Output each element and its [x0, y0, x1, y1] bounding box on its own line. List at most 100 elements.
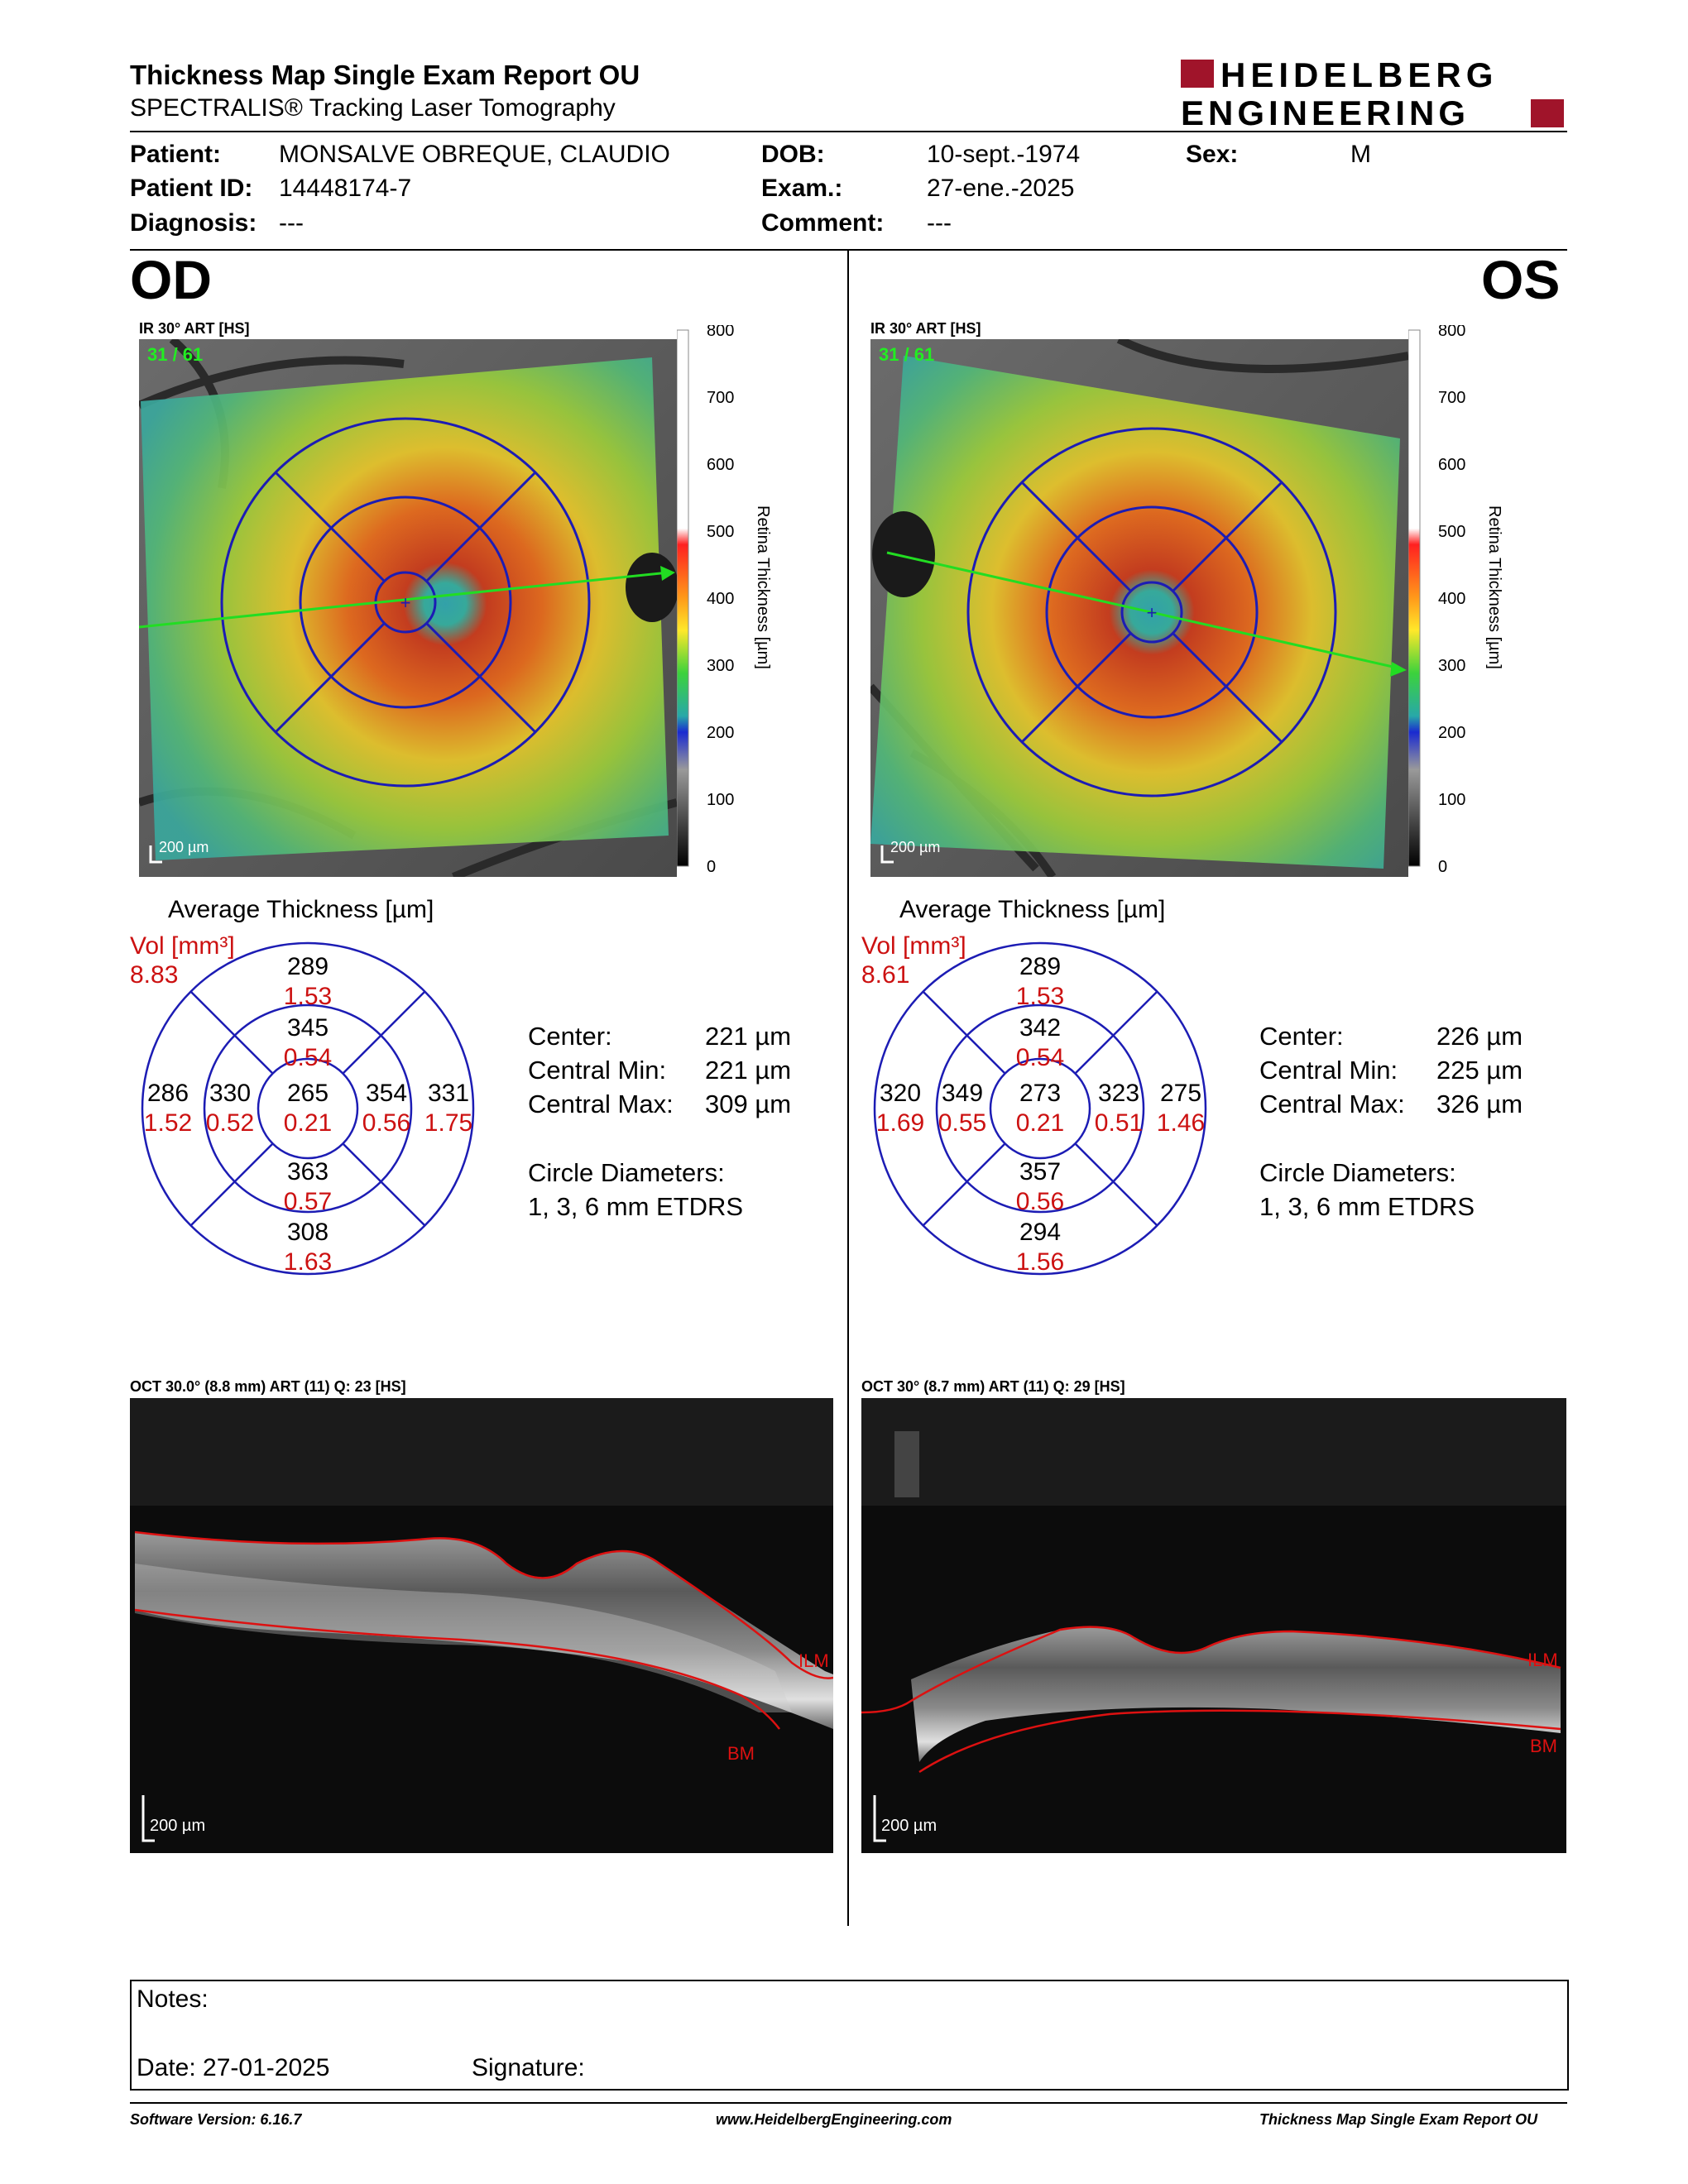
- heidelberg-logo: HEIDELBERG ENGINEERING: [1181, 56, 1564, 131]
- svg-text:200 µm: 200 µm: [881, 1817, 937, 1835]
- svg-text:700: 700: [707, 389, 734, 407]
- od-max-value: 309 µm: [705, 1090, 792, 1118]
- svg-text:286: 286: [147, 1080, 189, 1107]
- sex: M: [1350, 141, 1371, 168]
- os-ir-label: IR 30° ART [HS]: [870, 320, 981, 337]
- patient-id-label: Patient ID:: [130, 175, 253, 202]
- od-oct-label: OCT 30.0° (8.8 mm) ART (11) Q: 23 [HS]: [130, 1378, 406, 1395]
- svg-text:200 µm: 200 µm: [159, 839, 209, 855]
- svg-text:800: 800: [707, 325, 734, 340]
- os-min-label: Central Min:: [1259, 1056, 1398, 1085]
- svg-text:800: 800: [1438, 325, 1465, 340]
- os-circle-value: 1, 3, 6 mm ETDRS: [1259, 1192, 1475, 1221]
- od-avg-title: Average Thickness [µm]: [168, 896, 434, 923]
- svg-text:200: 200: [707, 724, 734, 742]
- svg-text:1.46: 1.46: [1157, 1109, 1205, 1137]
- svg-text:265: 265: [287, 1080, 328, 1107]
- svg-text:363: 363: [287, 1158, 328, 1185]
- svg-text:0: 0: [707, 858, 716, 875]
- svg-text:1.75: 1.75: [424, 1109, 472, 1137]
- os-avg-title: Average Thickness [µm]: [899, 896, 1166, 923]
- os-color-scale: 800 700 600 500 400 300 200 100 0 Retina…: [1408, 325, 1503, 875]
- svg-text:1.69: 1.69: [876, 1109, 924, 1137]
- svg-text:200: 200: [1438, 724, 1465, 742]
- footer-report-name: Thickness Map Single Exam Report OU: [1259, 2111, 1538, 2128]
- svg-text:700: 700: [1438, 389, 1465, 407]
- od-min-value: 221 µm: [705, 1056, 792, 1085]
- od-circle-label: Circle Diameters:: [528, 1158, 725, 1187]
- os-thickness-map: + 31 / 61 200 µm: [870, 339, 1408, 877]
- report-title: Thickness Map Single Exam Report OU: [130, 60, 640, 90]
- svg-text:342: 342: [1019, 1014, 1061, 1042]
- svg-text:31 / 61: 31 / 61: [147, 344, 203, 365]
- svg-text:0.56: 0.56: [1016, 1188, 1064, 1215]
- svg-text:+: +: [400, 592, 411, 613]
- svg-text:100: 100: [1438, 791, 1465, 809]
- svg-text:320: 320: [880, 1080, 921, 1107]
- svg-text:0: 0: [1438, 858, 1447, 875]
- svg-text:0.51: 0.51: [1095, 1109, 1143, 1137]
- signature-label: Signature:: [472, 2054, 585, 2081]
- patient-name: MONSALVE OBREQUE, CLAUDIO: [279, 141, 670, 168]
- od-etdrs-grid: 289 1.53 345 0.54 265 0.21 286 1.52 330 …: [141, 941, 475, 1276]
- svg-text:357: 357: [1019, 1158, 1061, 1185]
- svg-text:1.56: 1.56: [1016, 1248, 1064, 1276]
- os-vol-label: Vol [mm³]: [861, 932, 966, 960]
- date-label: Date: 27-01-2025: [137, 2054, 330, 2081]
- svg-text:400: 400: [707, 590, 734, 608]
- od-oct-bscan: ILM BM 200 µm: [130, 1398, 833, 1853]
- svg-text:354: 354: [366, 1080, 407, 1107]
- od-min-label: Central Min:: [528, 1056, 667, 1085]
- software-version: Software Version: 6.16.7: [130, 2111, 302, 2128]
- od-color-scale: 800 700 600 500 400 300 200 100 0 Retina…: [677, 325, 772, 875]
- svg-text:1.52: 1.52: [144, 1109, 192, 1137]
- od-total-volume: 8.83: [130, 961, 179, 989]
- svg-text:BM: BM: [1530, 1736, 1557, 1756]
- svg-text:0.57: 0.57: [284, 1188, 332, 1215]
- svg-text:ENGINEERING: ENGINEERING: [1181, 93, 1470, 131]
- os-etdrs-grid: 289 1.53 342 0.54 273 0.21 320 1.69 349 …: [873, 941, 1207, 1276]
- svg-text:Retina Thickness [µm]: Retina Thickness [µm]: [1485, 505, 1503, 669]
- svg-text:308: 308: [287, 1219, 328, 1246]
- svg-text:294: 294: [1019, 1219, 1061, 1246]
- svg-text:500: 500: [707, 523, 734, 541]
- os-circle-label: Circle Diameters:: [1259, 1158, 1456, 1187]
- od-thickness-map: + 31 / 61 200 µm: [139, 339, 677, 877]
- od-max-label: Central Max:: [528, 1090, 674, 1118]
- os-max-label: Central Max:: [1259, 1090, 1405, 1118]
- notes-label: Notes:: [137, 1985, 209, 2013]
- svg-text:Retina Thickness [µm]: Retina Thickness [µm]: [754, 505, 772, 669]
- svg-text:HEIDELBERG: HEIDELBERG: [1220, 56, 1498, 94]
- diagnosis: ---: [279, 209, 304, 237]
- os-eye-label: OS: [1481, 249, 1561, 310]
- svg-text:0.21: 0.21: [1016, 1109, 1064, 1137]
- svg-text:+: +: [1147, 602, 1158, 623]
- svg-text:BM: BM: [727, 1743, 755, 1764]
- svg-text:600: 600: [707, 456, 734, 474]
- svg-text:300: 300: [707, 657, 734, 675]
- svg-text:200 µm: 200 µm: [150, 1817, 205, 1835]
- od-center-label: Center:: [528, 1022, 612, 1051]
- svg-text:331: 331: [428, 1080, 469, 1107]
- svg-text:273: 273: [1019, 1080, 1061, 1107]
- dob-label: DOB:: [761, 141, 825, 168]
- exam-label: Exam.:: [761, 175, 843, 202]
- od-circle-value: 1, 3, 6 mm ETDRS: [528, 1192, 744, 1221]
- svg-text:0.56: 0.56: [362, 1109, 410, 1137]
- patient-id: 14448174-7: [279, 175, 412, 202]
- os-oct-bscan: ILM BM 200 µm: [861, 1398, 1566, 1853]
- dob: 10-sept.-1974: [927, 141, 1081, 168]
- svg-text:400: 400: [1438, 590, 1465, 608]
- svg-text:ILM: ILM: [798, 1650, 829, 1671]
- svg-text:300: 300: [1438, 657, 1465, 675]
- svg-text:100: 100: [707, 791, 734, 809]
- os-oct-label: OCT 30° (8.7 mm) ART (11) Q: 29 [HS]: [861, 1378, 1125, 1395]
- od-ir-label: IR 30° ART [HS]: [139, 320, 250, 337]
- od-vol-label: Vol [mm³]: [130, 932, 235, 960]
- sex-label: Sex:: [1186, 141, 1239, 168]
- svg-text:0.52: 0.52: [206, 1109, 254, 1137]
- website: www.HeidelbergEngineering.com: [716, 2111, 952, 2128]
- svg-text:0.21: 0.21: [284, 1109, 332, 1137]
- svg-text:330: 330: [209, 1080, 251, 1107]
- svg-text:349: 349: [942, 1080, 983, 1107]
